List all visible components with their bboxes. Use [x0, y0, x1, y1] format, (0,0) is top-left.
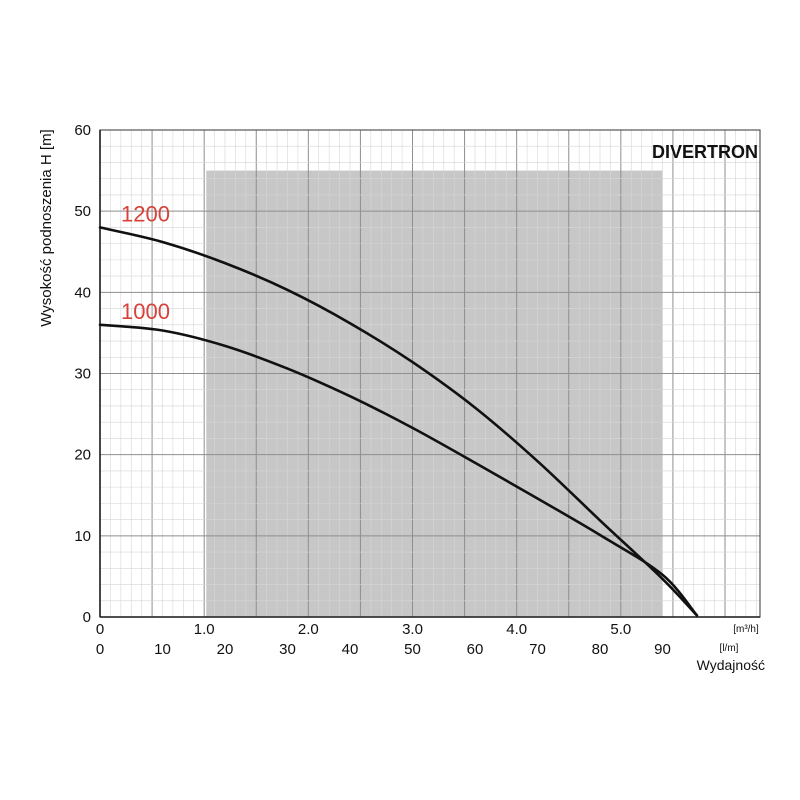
x-tick-label-lpm: 60 — [467, 641, 484, 658]
x-tick-label-m3h: 4.0 — [506, 621, 527, 638]
x-tick-label-lpm: 50 — [404, 641, 421, 658]
x-tick-label-lpm: 0 — [96, 641, 104, 658]
x-tick-label-lpm: 40 — [342, 641, 359, 658]
x-tick-label-m3h: 2.0 — [298, 621, 319, 638]
y-tick-label: 30 — [74, 366, 91, 383]
y-tick-label: 50 — [74, 203, 91, 220]
brand-label: DIVERTRON — [652, 142, 758, 162]
series-label-1200: 1200 — [121, 201, 170, 226]
unit-m3h: [m³/h] — [733, 624, 759, 635]
x-tick-label-lpm: 90 — [654, 641, 671, 658]
x-tick-label-lpm: 80 — [592, 641, 609, 658]
x-tick-label-lpm: 20 — [217, 641, 234, 658]
curve-1200 — [98, 226, 699, 617]
y-tick-label: 10 — [74, 528, 91, 545]
x-tick-label-m3h: 5.0 — [610, 621, 631, 638]
unit-lpm: [l/m] — [720, 643, 739, 654]
y-tick-label: 40 — [74, 284, 91, 301]
x-tick-label-m3h: 0 — [96, 621, 104, 638]
x-tick-label-lpm: 10 — [154, 641, 171, 658]
y-tick-label: 20 — [74, 447, 91, 464]
x-tick-label-m3h: 3.0 — [402, 621, 423, 638]
x-tick-label-lpm: 30 — [279, 641, 296, 658]
y-axis-title: Wysokość podnoszenia H [m] — [38, 129, 55, 326]
y-tick-label: 0 — [83, 609, 91, 626]
y-tick-label: 60 — [74, 122, 91, 139]
x-axis-title: Wydajność — [697, 657, 765, 673]
x-tick-label-lpm: 70 — [529, 641, 546, 658]
series-label-1000: 1000 — [121, 299, 170, 324]
x-tick-label-m3h: 1.0 — [194, 621, 215, 638]
operating-range-shade — [206, 170, 663, 618]
curve-1000 — [98, 323, 699, 617]
